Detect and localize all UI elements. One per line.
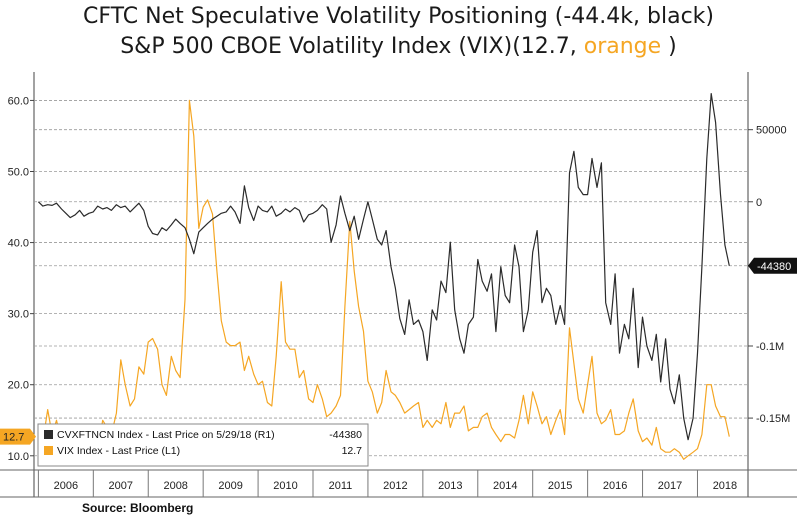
left-tick-label: 50.0 bbox=[8, 167, 29, 179]
chart-title-line1: CFTC Net Speculative Volatility Position… bbox=[82, 4, 714, 29]
legend-label: VIX Index - Last Price (L1) bbox=[57, 445, 180, 457]
legend-value: -44380 bbox=[329, 429, 362, 441]
left-last-value-tag bbox=[0, 428, 36, 445]
chart-title-line2: S&P 500 CBOE Volatility Index (VIX)(12.7… bbox=[0, 34, 797, 59]
vix-series-line bbox=[37, 99, 730, 460]
right-tick-label: -0.15M bbox=[756, 413, 790, 425]
x-tick-label: 2016 bbox=[603, 480, 627, 492]
axes-layer: 10.0 20.0 30.0 40.0 50.0 60.0 50000 0 -0.1M -0.15… bbox=[0, 95, 797, 497]
title-line2-suffix: ) bbox=[661, 34, 677, 59]
x-tick-label: 2009 bbox=[218, 480, 242, 492]
x-tick-label: 2006 bbox=[54, 480, 78, 492]
legend-swatch bbox=[44, 446, 53, 455]
x-tick-label: 2010 bbox=[273, 480, 297, 492]
x-tick-label: 2015 bbox=[548, 480, 572, 492]
left-tick-label: 20.0 bbox=[8, 380, 29, 392]
left-tick-label: 30.0 bbox=[8, 309, 29, 321]
right-last-value-label: -44380 bbox=[757, 261, 791, 273]
legend-value: 12.7 bbox=[342, 445, 363, 457]
title-line2-prefix: S&P 500 CBOE Volatility Index (VIX)(12.7… bbox=[120, 34, 584, 59]
title-line2-orange-word: orange bbox=[583, 34, 662, 59]
right-tick-label: -0.1M bbox=[756, 341, 784, 353]
left-last-value-label: 12.7 bbox=[3, 432, 24, 444]
x-tick-label: 2018 bbox=[713, 480, 737, 492]
cftc-series-line bbox=[37, 92, 730, 441]
legend-box bbox=[37, 423, 369, 467]
left-tick-label: 60.0 bbox=[8, 95, 29, 107]
x-tick-label: 2012 bbox=[383, 480, 407, 492]
source-note: Source: Bloomberg bbox=[82, 501, 194, 515]
gridlines bbox=[34, 100, 748, 457]
x-tick-label: 2008 bbox=[163, 480, 187, 492]
legend-label: CVXFTNCN Index - Last Price on 5/29/18 (… bbox=[57, 429, 275, 441]
right-tick-label: 0 bbox=[756, 197, 762, 209]
legend: CVXFTNCN Index - Last Price on 5/29/18 (… bbox=[37, 423, 369, 467]
left-tick-label: 10.0 bbox=[8, 451, 29, 463]
x-tick-label: 2011 bbox=[329, 480, 353, 492]
right-last-value-tag bbox=[748, 257, 797, 274]
x-tick-label: 2007 bbox=[109, 480, 133, 492]
series-layer bbox=[37, 92, 730, 460]
left-tick-label: 40.0 bbox=[8, 238, 29, 250]
x-tick-label: 2017 bbox=[658, 480, 682, 492]
right-tick-label: 50000 bbox=[756, 125, 787, 137]
x-tick-label: 2013 bbox=[438, 480, 462, 492]
plot-frame bbox=[0, 72, 797, 498]
x-tick-label: 2014 bbox=[493, 480, 517, 492]
legend-swatch bbox=[44, 430, 53, 439]
